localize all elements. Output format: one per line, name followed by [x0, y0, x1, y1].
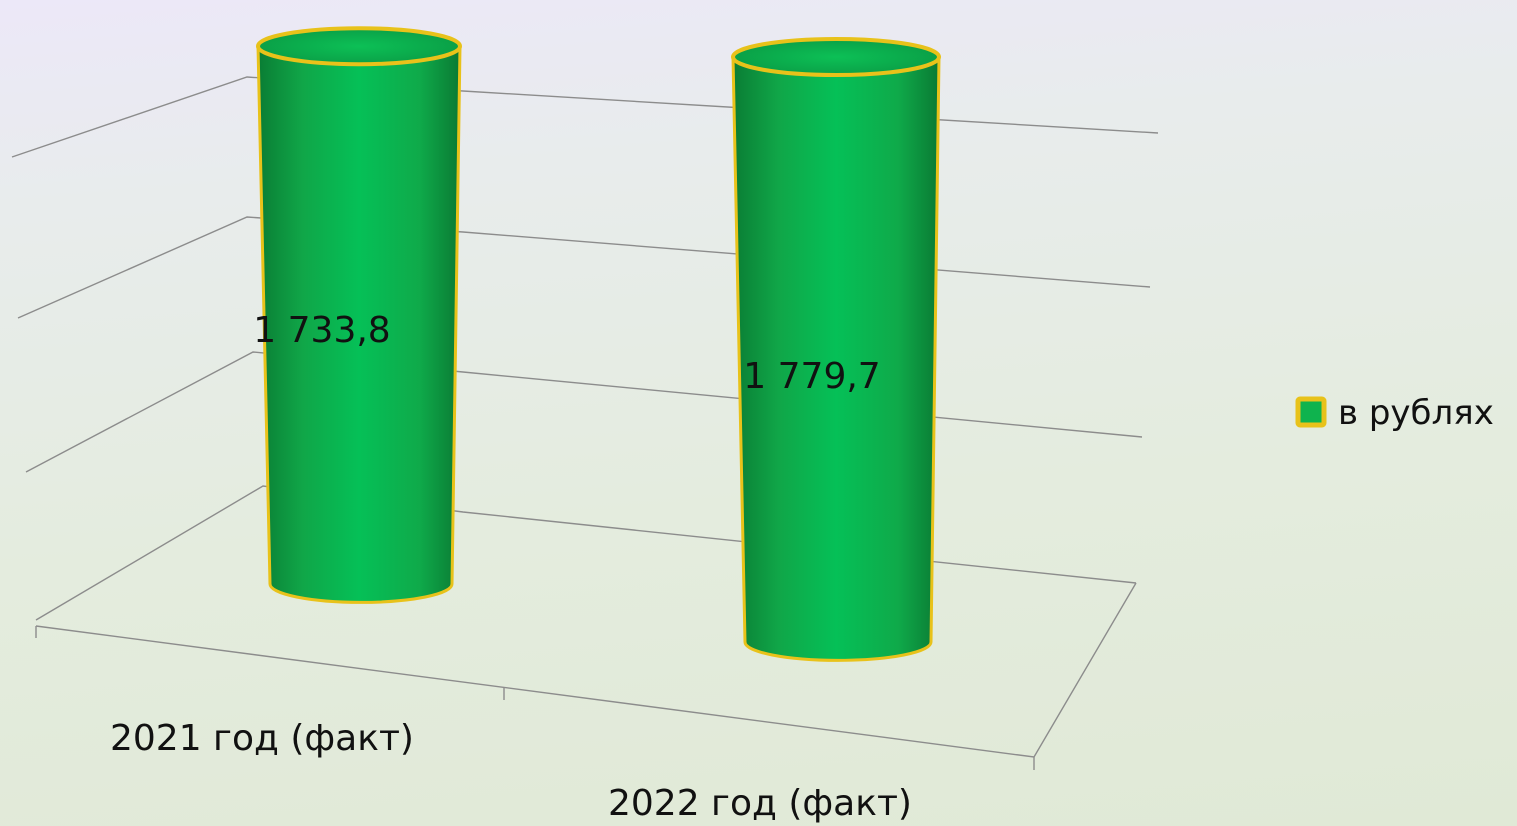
- data-label: 1 733,8: [253, 310, 390, 351]
- bar-2022: [731, 37, 941, 662]
- category-label: 2021 год (факт): [110, 718, 414, 759]
- gridline: [11, 76, 1159, 158]
- legend: в рублях: [1295, 393, 1494, 433]
- gridline: [35, 485, 1137, 621]
- bar-top: [731, 37, 941, 77]
- labels-layer: 1 733,8 2021 год (факт) 1 779,7 2022 год (ф…: [110, 310, 912, 824]
- category-label: 2022 год (факт): [608, 783, 912, 824]
- legend-swatch: [1295, 396, 1327, 428]
- bars-layer: [256, 26, 941, 662]
- grid-lines: [11, 76, 1159, 770]
- bar-2021: [256, 26, 462, 604]
- legend-label: в рублях: [1338, 393, 1494, 433]
- data-label: 1 779,7: [743, 356, 880, 397]
- bar-body: [256, 44, 462, 604]
- bar-top: [256, 26, 462, 67]
- bar-body: [731, 55, 941, 662]
- gridline: [25, 351, 1143, 473]
- gridline: [17, 216, 1151, 319]
